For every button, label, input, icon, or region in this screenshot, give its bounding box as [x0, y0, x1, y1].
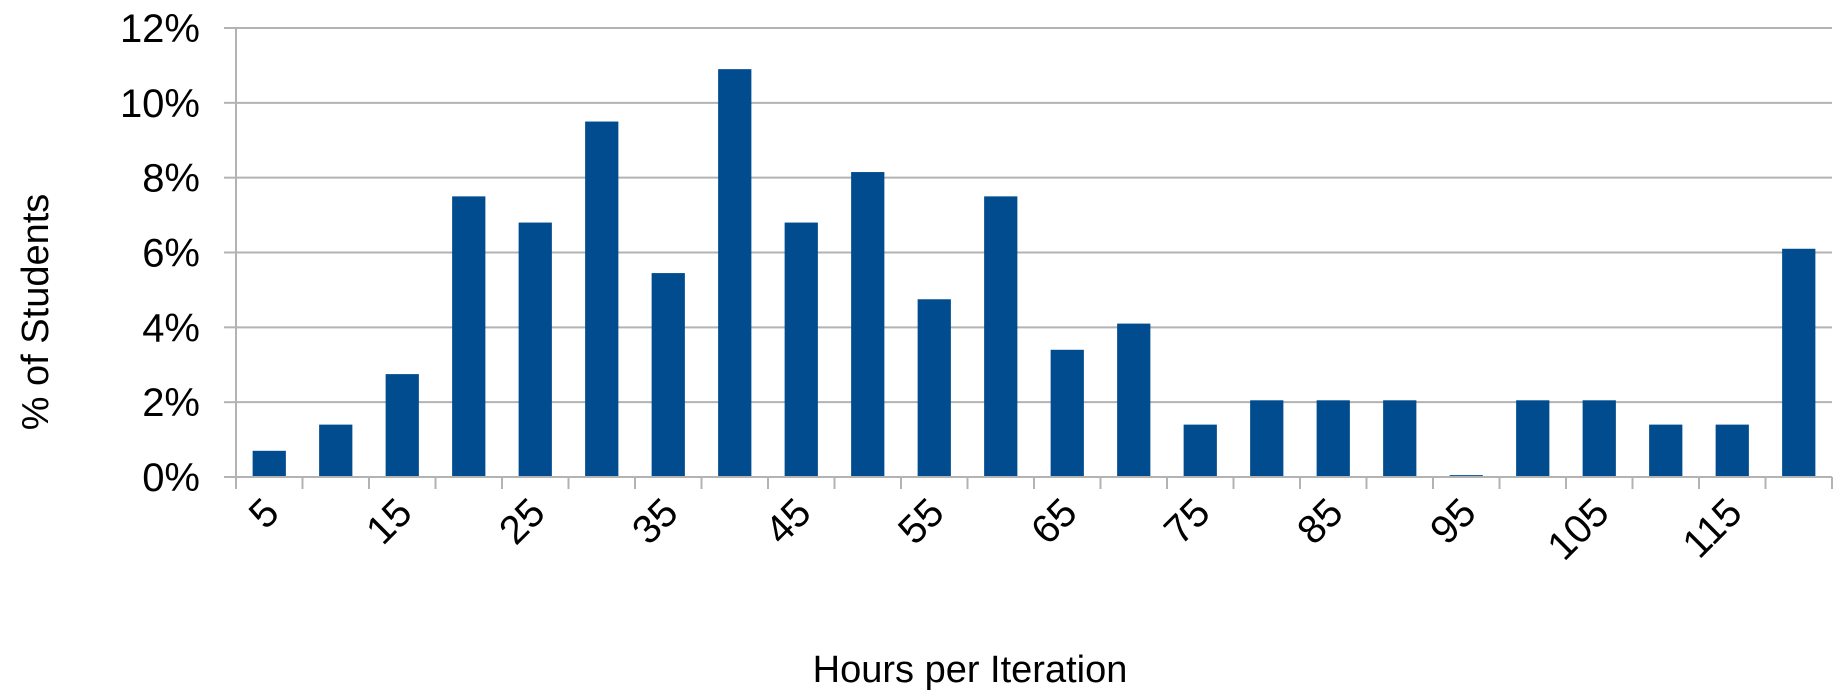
- bars: [252, 69, 1816, 478]
- bar: [1715, 424, 1749, 477]
- x-tick-label: 55: [890, 490, 953, 553]
- bar: [1050, 349, 1084, 477]
- y-tick-label: 0%: [142, 456, 200, 500]
- x-tick-label: 85: [1289, 490, 1352, 553]
- y-tick-label: 8%: [142, 157, 200, 201]
- bar: [1383, 400, 1417, 477]
- x-tick-label: 95: [1422, 490, 1485, 553]
- bar: [1117, 323, 1151, 477]
- bar: [851, 172, 885, 477]
- bar: [452, 196, 486, 477]
- x-tick-label: 15: [358, 490, 421, 553]
- bar: [1516, 400, 1550, 477]
- bar: [252, 450, 286, 477]
- x-tick-label: 25: [491, 490, 554, 553]
- x-tick-label: 115: [1674, 490, 1750, 566]
- bar: [1582, 400, 1616, 477]
- y-tick-label: 10%: [120, 82, 200, 126]
- y-tick-label: 12%: [120, 7, 200, 51]
- bar: [319, 424, 353, 477]
- bar: [1649, 424, 1683, 477]
- x-tick-label: 35: [624, 490, 687, 553]
- x-tick-label: 65: [1023, 490, 1086, 553]
- y-tick-label: 2%: [142, 381, 200, 425]
- x-tick-label: 5: [241, 490, 288, 537]
- x-tick-label: 105: [1539, 490, 1617, 568]
- x-axis-title: Hours per Iteration: [813, 649, 1128, 691]
- y-tick-label: 6%: [142, 232, 200, 276]
- bar: [984, 196, 1018, 477]
- x-tick-label: 45: [757, 490, 820, 553]
- bar: [585, 121, 619, 478]
- axes: [224, 27, 1833, 489]
- y-tick-label: 4%: [142, 306, 200, 350]
- bar: [651, 273, 685, 477]
- bar: [1316, 400, 1350, 477]
- x-tick-label: 75: [1156, 490, 1219, 553]
- bar: [1782, 248, 1816, 477]
- bar: [1183, 424, 1217, 477]
- y-tick-labels: 0% 2% 4% 6% 8% 10% 12%: [120, 7, 200, 500]
- bar: [1250, 400, 1284, 477]
- bar: [917, 299, 951, 477]
- bar: [784, 222, 818, 477]
- bar: [518, 222, 552, 477]
- bar: [718, 69, 752, 478]
- gridlines: [236, 27, 1832, 478]
- y-axis-title: % of Students: [15, 194, 57, 431]
- x-tick-labels: 5 15 25 35 45 55 65 75 85 95 105 115: [241, 490, 1751, 568]
- bar: [385, 374, 419, 477]
